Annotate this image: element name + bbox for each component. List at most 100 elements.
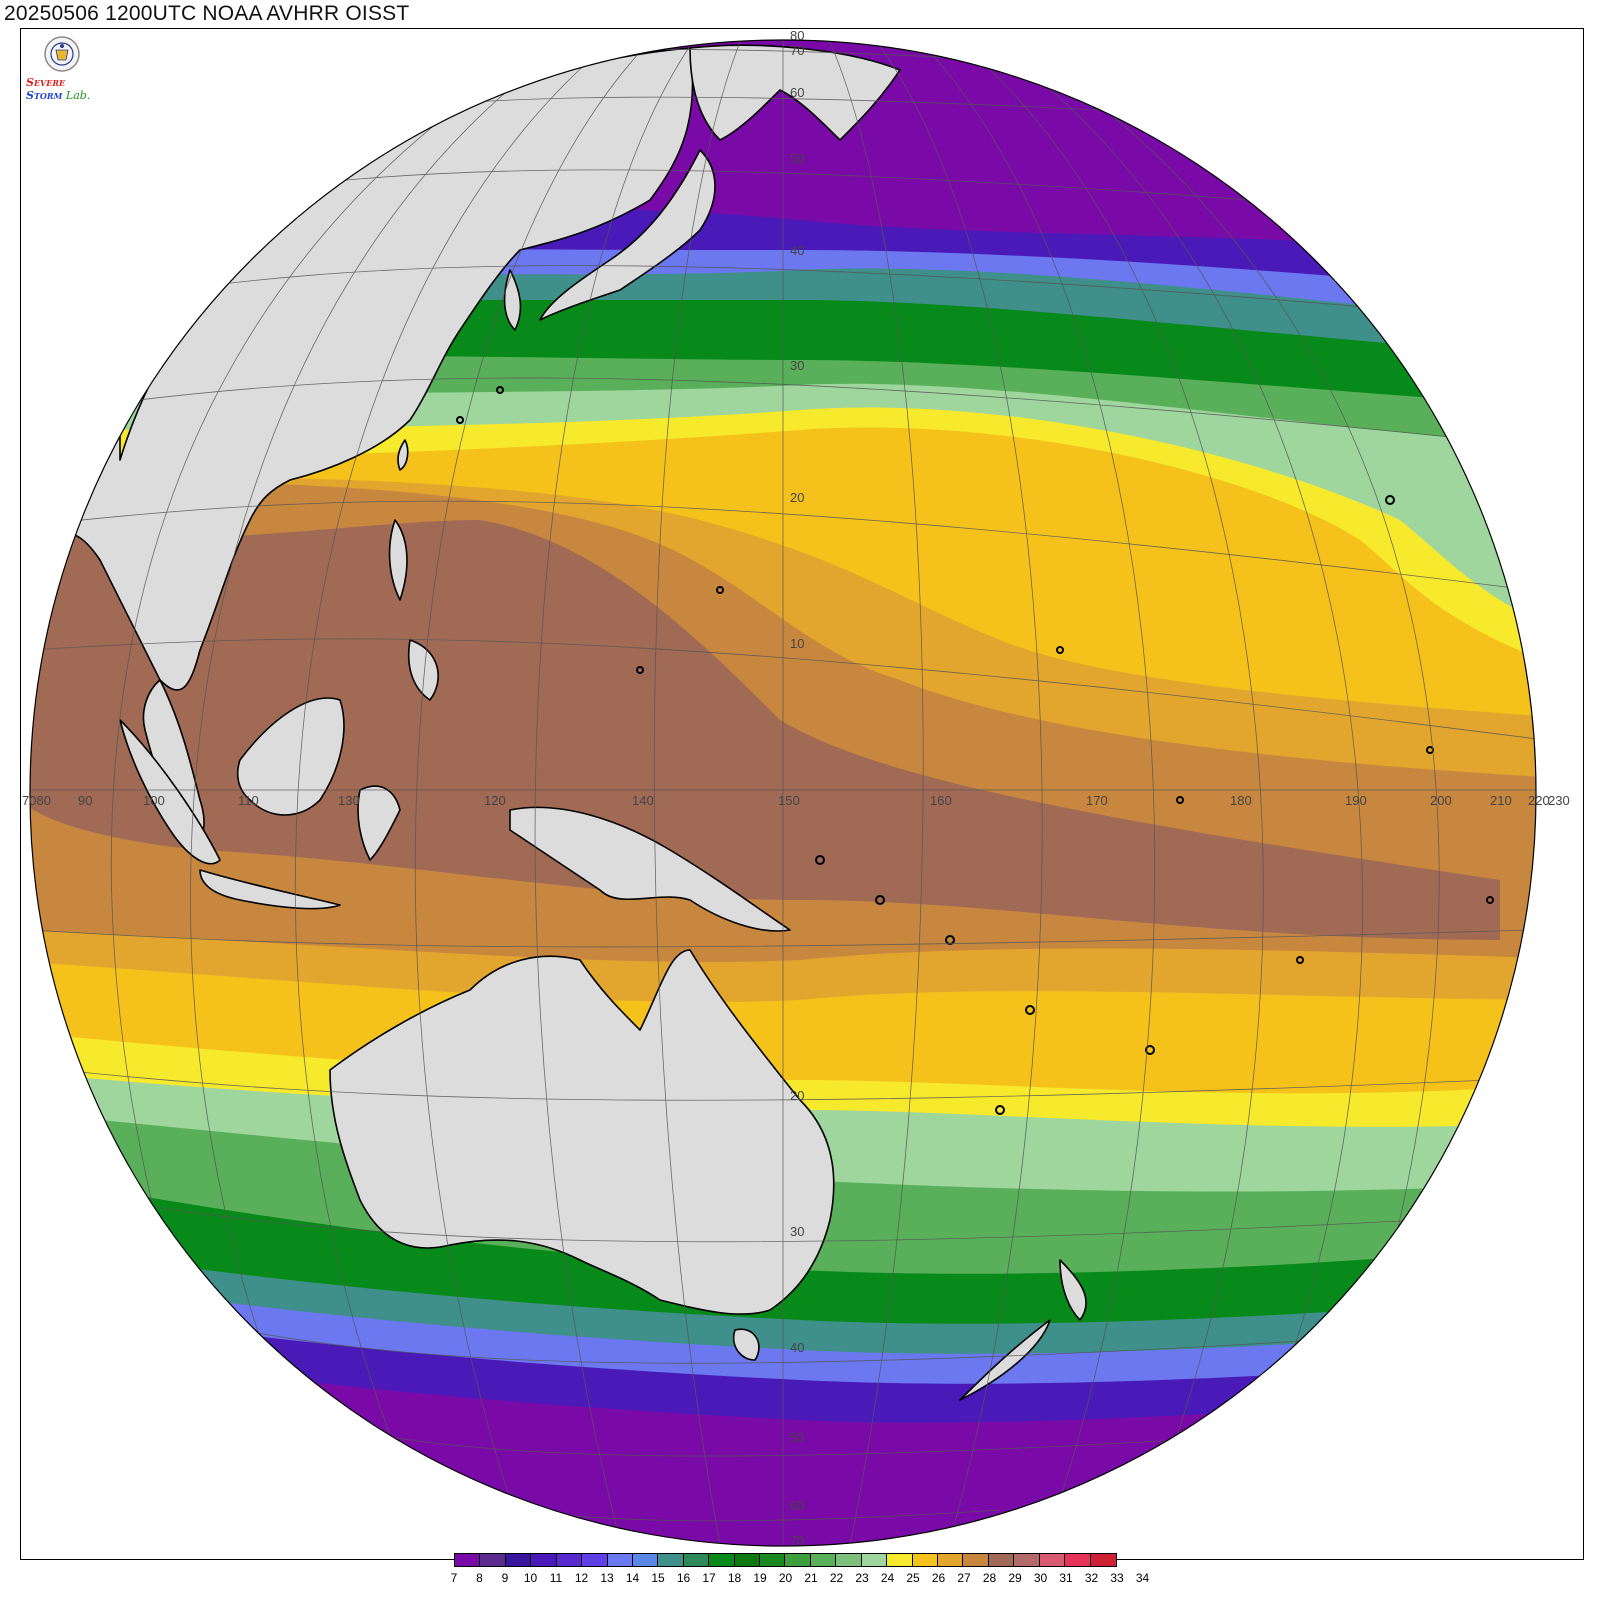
lon-label: 230 [1548,793,1570,808]
lat-label: 60 [790,85,804,100]
lon-label: 140 [632,793,654,808]
colorbar-swatch [480,1554,506,1566]
lon-label: 220 [1528,793,1550,808]
colorbar-label: 32 [1084,1571,1099,1585]
colorbar-label: 8 [476,1571,483,1585]
colorbar-label: 16 [676,1571,691,1585]
lat-label: 20 [790,1088,804,1103]
colorbar-swatch [887,1554,913,1566]
colorbar-swatch [810,1554,837,1566]
colorbar-label: 14 [625,1571,640,1585]
colorbar-swatch [505,1554,532,1566]
colorbar-label: 9 [501,1571,509,1585]
colorbar-label: 11 [549,1571,563,1585]
colorbar-swatch [836,1554,862,1566]
colorbar-label: 7 [450,1571,458,1585]
colorbar-label: 12 [574,1571,589,1585]
longitude-labels: 7080 90 100 110 120 130 140 150 160 170 … [22,793,1570,808]
land-tasmania [733,1328,760,1361]
lon-label: 110 [238,793,259,808]
colorbar-swatch [861,1554,888,1566]
colorbar-swatch [1014,1554,1040,1566]
lat-label: 40 [790,1340,804,1355]
land-taiwan [397,439,409,471]
lon-label: 160 [930,793,952,808]
colorbar-swatch [963,1554,989,1566]
land-philippines-luzon [388,519,408,601]
colorbar-label: 22 [829,1571,844,1585]
lon-label: 180 [1230,793,1252,808]
colorbar-swatch [988,1554,1015,1566]
colorbar-swatch [658,1554,684,1566]
lat-label: 30 [790,358,804,373]
sst-warm-pool-30 [30,520,1500,940]
lon-label: 130 [338,793,360,808]
colorbar-label: 15 [651,1571,665,1585]
colorbar-label: 19 [753,1571,767,1585]
colorbar-label: 31 [1059,1571,1073,1585]
land-australia [329,949,835,1315]
lab-logo [44,36,80,72]
lon-label: 90 [78,793,92,808]
lat-label: 70 [790,43,804,58]
colorbar-label: 34 [1135,1571,1150,1585]
land-sulawesi [357,785,401,861]
lon-label: 100 [143,793,165,808]
colorbar-swatch [582,1554,608,1566]
colorbar-swatch [734,1554,761,1566]
lat-label: 60 [790,1498,804,1513]
lat-label: 10 [790,636,804,651]
colorbar-swatch [760,1554,786,1566]
colorbar-label: 24 [880,1571,895,1585]
lab-logo-text: SEVERE STORM Lab. [26,76,91,102]
colorbar-swatch [683,1554,710,1566]
land-borneo [236,697,345,816]
land-java [199,869,341,910]
globe-outline [29,39,1537,1547]
land-sumatra [119,719,221,865]
colorbar-label: 25 [906,1571,920,1585]
lon-label: 170 [1086,793,1108,808]
lat-label: 70 [790,1533,804,1548]
sst-colorbar [454,1553,1117,1567]
lon-label: 150 [778,793,800,808]
land-new-guinea [509,806,791,932]
land-philippines-mindanao [407,639,439,701]
lat-label: 20 [790,490,804,505]
colorbar-label: 10 [523,1571,538,1585]
colorbar-label: 28 [982,1571,997,1585]
land-new-zealand-north [1059,1259,1087,1321]
colorbar-swatch [912,1554,939,1566]
colorbar-swatch [938,1554,964,1566]
colorbar-label: 18 [727,1571,742,1585]
colorbar-swatch [785,1554,811,1566]
lon-label: 200 [1430,793,1452,808]
land-korea [503,269,522,331]
colorbar-label: 30 [1033,1571,1048,1585]
colorbar-swatch [1039,1554,1066,1566]
lon-label: 210 [1490,793,1512,808]
colorbar-swatch [556,1554,583,1566]
lat-label: 50 [790,1430,804,1445]
lon-label: 120 [484,793,506,808]
land-new-zealand-south [959,1319,1051,1401]
colorbar-swatch [1065,1554,1091,1566]
latitude-labels: 80 70 60 50 40 30 20 10 20 30 40 50 60 7… [790,28,804,1548]
lon-label: 190 [1345,793,1367,808]
colorbar-label: 27 [957,1571,971,1585]
colorbar-swatch [632,1554,659,1566]
colorbar-label: 17 [702,1571,716,1585]
map-title: 20250506 1200UTC NOAA AVHRR OISST [4,2,410,25]
colorbar-label: 33 [1110,1571,1124,1585]
lat-label: 30 [790,1224,804,1239]
colorbar-label: 21 [804,1571,818,1585]
colorbar-label: 13 [600,1571,614,1585]
land-japan [539,149,716,321]
colorbar-swatch [531,1554,557,1566]
small-islands [456,386,1494,1115]
colorbar-swatch [607,1554,633,1566]
colorbar-swatch [709,1554,735,1566]
lon-label: 7080 [22,793,51,808]
lat-label: 80 [790,28,804,43]
